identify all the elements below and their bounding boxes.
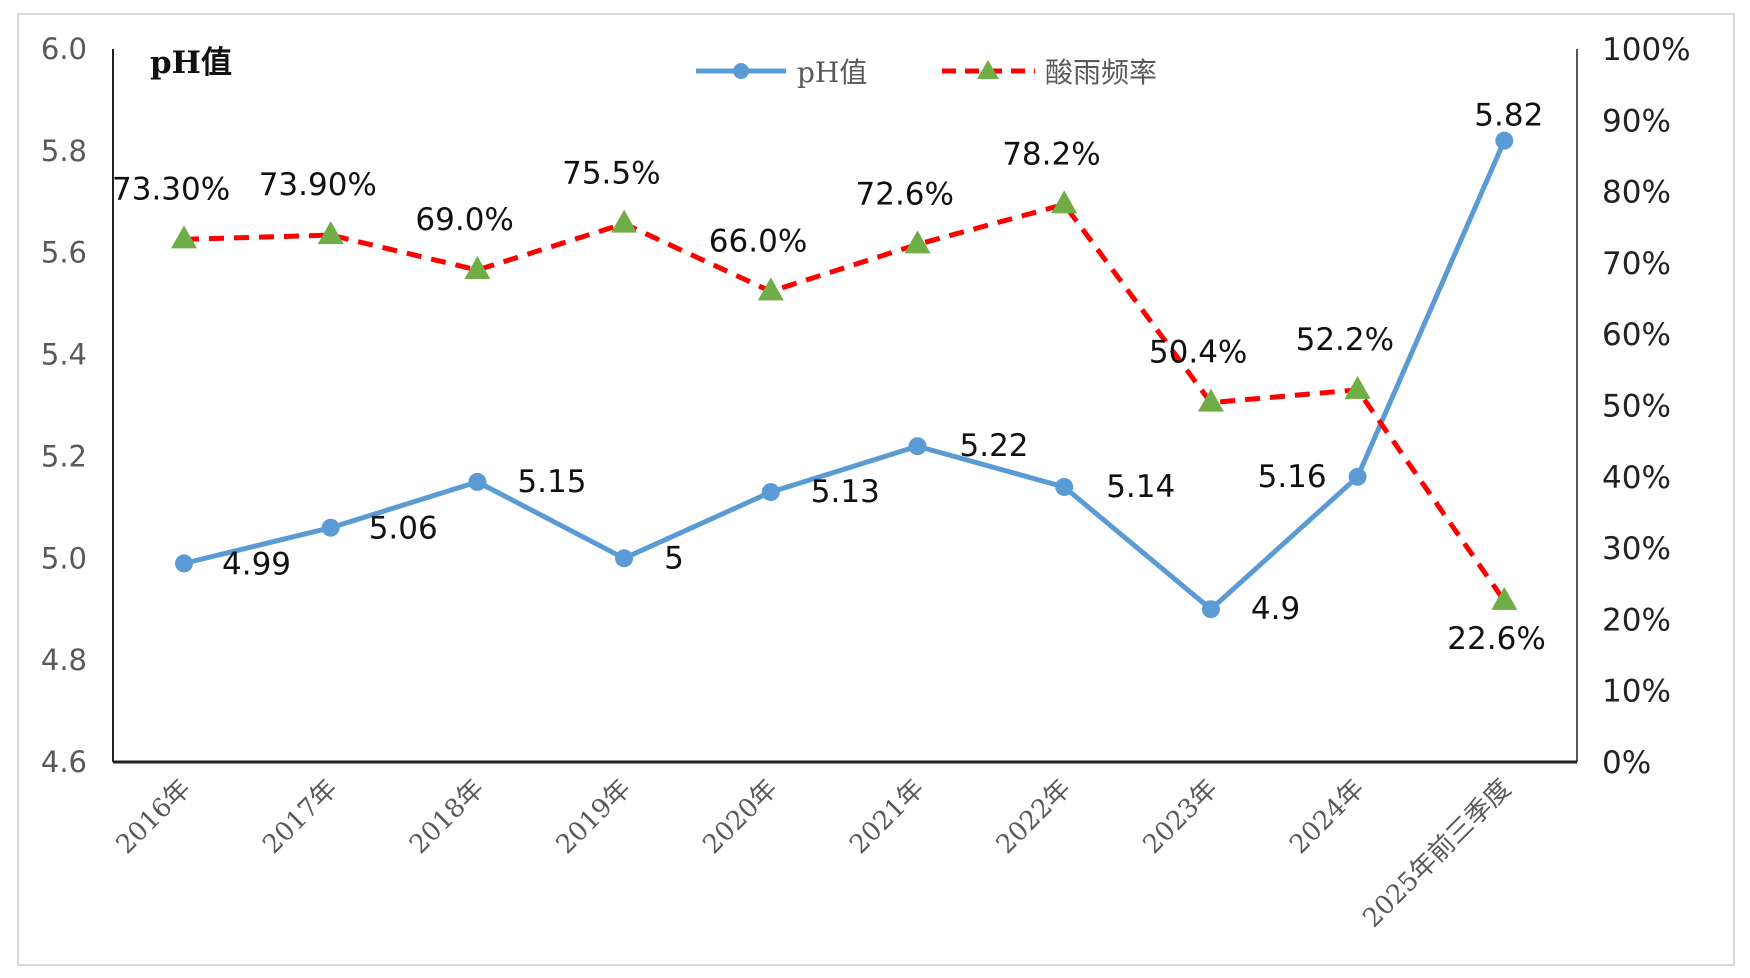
y-tick-label: 5.2 (41, 439, 87, 473)
ph-data-label: 5.15 (517, 464, 586, 500)
chart-frame (17, 13, 1735, 966)
acid-rain-point (904, 230, 931, 254)
y2-tick-label: 90% (1602, 103, 1671, 139)
legend-ph-marker (733, 63, 749, 79)
y-tick-label: 5.8 (41, 134, 87, 168)
y2-tick-label: 70% (1602, 246, 1671, 282)
ph-point (175, 554, 193, 573)
x-tick-label: 2018年 (404, 774, 490, 860)
y-tick-label: 4.6 (41, 745, 87, 779)
acid-rain-data-label: 73.30% (112, 171, 230, 207)
y2-tick-label: 100% (1602, 32, 1691, 68)
y-axis-title: pH值 (150, 45, 232, 81)
acid-rain-point (317, 221, 344, 245)
acid-rain-data-label: 22.6% (1447, 621, 1545, 657)
x-tick-label: 2020年 (697, 774, 783, 860)
acid-rain-point (611, 209, 638, 233)
legend-acid-marker (977, 60, 999, 79)
y2-tick-label: 80% (1602, 175, 1671, 211)
ph-point (468, 472, 487, 491)
y2-tick-label: 30% (1602, 531, 1671, 567)
y-tick-label: 5.0 (41, 541, 87, 575)
y-tick-label: 5.6 (41, 236, 87, 270)
acid-rain-data-label: 66.0% (709, 223, 807, 259)
acid-rain-data-label: 73.90% (259, 167, 377, 203)
y-tick-label: 6.0 (41, 32, 87, 66)
ph-data-label: 5.16 (1258, 459, 1327, 495)
acid-rain-point (1491, 586, 1518, 610)
ph-data-label: 5.82 (1474, 98, 1543, 134)
acid-rain-point (464, 256, 491, 280)
y2-tick-label: 20% (1602, 602, 1671, 638)
acid-rain-point (1197, 388, 1224, 412)
ph-data-label: 5.13 (811, 474, 880, 510)
acid-rain-point (1051, 190, 1078, 214)
y2-tick-label: 50% (1602, 389, 1671, 425)
y2-tick-label: 60% (1602, 317, 1671, 353)
acid-rain-data-label: 52.2% (1296, 322, 1394, 358)
acid-rain-data-label: 72.6% (856, 176, 954, 212)
x-tick-label: 2019年 (551, 774, 637, 860)
ph-point (1055, 477, 1074, 496)
ph-data-label: 4.99 (222, 546, 291, 582)
ph-data-label: 5.14 (1106, 469, 1175, 505)
ph-data-label: 5 (664, 540, 684, 576)
x-tick-label: 2023年 (1137, 774, 1223, 860)
x-tick-label: 2022年 (991, 774, 1077, 860)
ph-data-label: 4.9 (1251, 591, 1300, 627)
acid-rain-point (1344, 375, 1371, 399)
ph-point (615, 549, 634, 568)
ph-data-label: 5.22 (960, 428, 1029, 464)
y-tick-label: 4.8 (41, 643, 87, 677)
ph-point (1495, 131, 1514, 150)
acid-rain-point (171, 225, 197, 249)
ph-point (1348, 467, 1367, 486)
x-tick-label: 2025年前三季度 (1357, 774, 1517, 934)
acid-rain-data-label: 75.5% (562, 156, 660, 192)
x-tick-label: 2017年 (257, 774, 343, 860)
acid-rain-point (757, 277, 784, 301)
ph-data-label: 5.06 (369, 511, 438, 547)
ph-line (183, 139, 1507, 612)
acid-rain-data-label: 69.0% (415, 202, 513, 238)
ph-point (761, 483, 780, 502)
y-tick-label: 5.4 (41, 338, 87, 372)
acid-rain-line (183, 201, 1507, 603)
legend-acid-label: 酸雨频率 (1045, 56, 1157, 89)
ph-point (1201, 600, 1220, 619)
x-tick-label: 2021年 (844, 774, 930, 860)
legend-ph-label: pH值 (797, 56, 867, 89)
y2-tick-label: 10% (1602, 674, 1671, 710)
y2-tick-label: 0% (1602, 745, 1651, 781)
x-tick-label: 2024年 (1284, 774, 1370, 860)
x-tick-label: 2016年 (111, 774, 197, 860)
y2-tick-label: 40% (1602, 460, 1671, 496)
acid-rain-data-label: 78.2% (1002, 136, 1100, 172)
ph-point (321, 518, 340, 537)
ph-point (908, 437, 927, 456)
acid-rain-data-label: 50.4% (1149, 335, 1247, 371)
